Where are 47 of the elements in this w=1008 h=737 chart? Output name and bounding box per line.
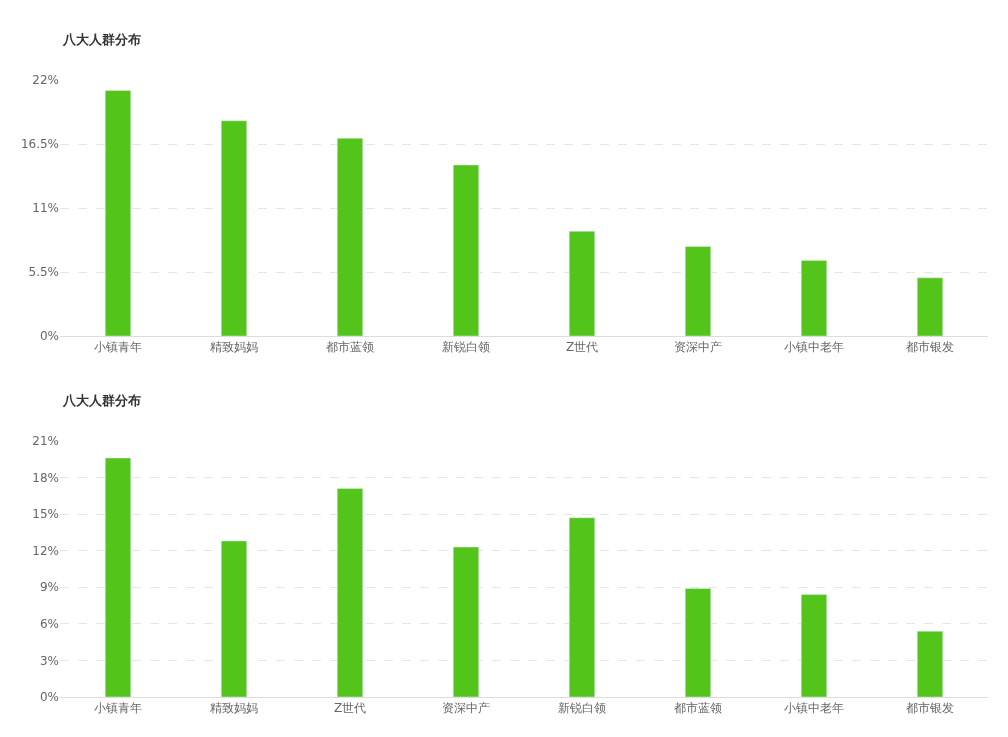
chart-title: 八大人群分布 (62, 393, 141, 408)
bar (220, 120, 248, 337)
y-tick-label: 0% (39, 329, 59, 344)
x-tick-label: 资深中产 (674, 340, 722, 355)
x-tick-label: 小镇青年 (94, 701, 142, 716)
x-tick-label: 都市银发 (906, 701, 954, 716)
x-tick-label: 小镇中老年 (784, 340, 844, 355)
bar (104, 457, 132, 697)
y-tick-label: 16.5% (20, 137, 59, 152)
x-tick-label: 都市蓝领 (326, 340, 374, 355)
y-tick-label: 6% (39, 617, 59, 632)
bar (220, 540, 248, 697)
y-tick-label: 0% (39, 690, 59, 705)
x-tick-label: 资深中产 (442, 701, 490, 716)
x-tick-label: 都市银发 (906, 340, 954, 355)
x-tick-label: Z世代 (565, 340, 599, 355)
bar (336, 137, 364, 337)
y-tick-label: 5.5% (28, 265, 59, 280)
bar (684, 588, 712, 697)
bar (568, 517, 596, 697)
y-tick-label: 15% (32, 507, 59, 522)
bar (916, 277, 944, 337)
bar (452, 546, 480, 697)
bar (916, 630, 944, 697)
bar (800, 260, 828, 337)
x-tick-label: 小镇青年 (94, 340, 142, 355)
x-tick-label: 小镇中老年 (784, 701, 844, 716)
y-tick-label: 18% (32, 470, 59, 485)
bar (336, 488, 364, 697)
chart-title: 八大人群分布 (62, 32, 141, 47)
bar (568, 231, 596, 337)
x-tick-label: 精致妈妈 (210, 340, 258, 355)
x-tick-label: 新锐白领 (442, 340, 490, 355)
bar (452, 164, 480, 337)
x-tick-label: 都市蓝领 (674, 701, 722, 716)
y-tick-label: 11% (32, 201, 59, 216)
y-tick-label: 22% (32, 73, 59, 88)
bar (104, 90, 132, 337)
x-tick-label: 新锐白领 (558, 701, 606, 716)
x-tick-label: Z世代 (333, 701, 367, 716)
y-tick-label: 9% (39, 580, 59, 595)
bar (800, 594, 828, 697)
bar (684, 246, 712, 337)
y-tick-label: 12% (32, 543, 59, 558)
x-tick-label: 精致妈妈 (210, 701, 258, 716)
y-tick-label: 21% (32, 434, 59, 449)
y-tick-label: 3% (39, 653, 59, 668)
